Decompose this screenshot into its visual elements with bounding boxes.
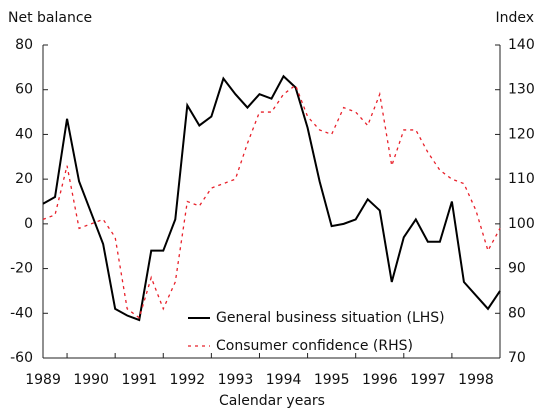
y-tick-label: 0 [24, 216, 33, 232]
x-tick-label: 1989 [25, 372, 61, 388]
x-tick-label: 1995 [314, 372, 350, 388]
y2-tick-label: 130 [508, 82, 535, 98]
x-tick-label: 1993 [218, 372, 254, 388]
y-tick-label: -20 [10, 261, 33, 277]
y-axis-title: Net balance [8, 10, 92, 26]
series-line [42, 84, 501, 319]
x-tick-label: 1991 [121, 372, 157, 388]
y2-axis-title: Index [495, 10, 534, 26]
x-axis-title: Calendar years [219, 393, 325, 409]
y2-tick-label: 140 [508, 37, 535, 53]
x-tick-label: 1990 [73, 372, 109, 388]
y2-tick-label: 110 [508, 171, 535, 187]
x-tick-label: 1996 [362, 372, 398, 388]
x-tick-label: 1992 [170, 372, 206, 388]
y2-tick-label: 80 [508, 305, 526, 321]
legend-label: Consumer confidence (RHS) [216, 338, 413, 354]
series-line [42, 74, 501, 322]
y-tick-label: -60 [10, 350, 33, 366]
x-tick-label: 1997 [410, 372, 446, 388]
y2-tick-label: 120 [508, 126, 535, 142]
y-tick-label: 80 [15, 37, 33, 53]
y2-tick-label: 70 [508, 350, 526, 366]
y-tick-label: 40 [15, 126, 33, 142]
y-tick-label: 20 [15, 171, 33, 187]
x-tick-label: 1998 [458, 372, 494, 388]
x-tick-label: 1994 [266, 372, 302, 388]
y-tick-label: -40 [10, 305, 33, 321]
y2-tick-label: 100 [508, 216, 535, 232]
legend-label: General business situation (LHS) [216, 310, 445, 326]
y-tick-label: 60 [15, 82, 33, 98]
y2-tick-label: 90 [508, 261, 526, 277]
